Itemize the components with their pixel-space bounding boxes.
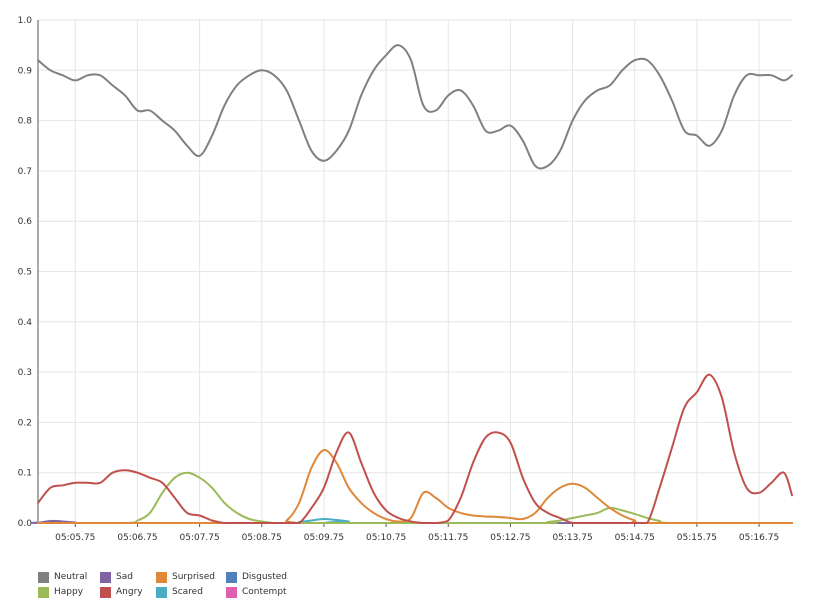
legend-item-surprised[interactable]: Surprised <box>156 570 215 584</box>
legend-swatch <box>38 571 49 583</box>
legend-label: Contempt <box>242 587 287 597</box>
legend-swatch <box>156 586 167 598</box>
legend-swatch <box>226 571 237 583</box>
legend-label: Surprised <box>172 572 215 582</box>
x-tick-label: 05:05.75 <box>55 533 95 543</box>
series-line-angry <box>37 373 793 525</box>
legend-swatch <box>100 586 111 598</box>
legend-label: Disgusted <box>242 572 288 582</box>
y-tick-label: 0.4 <box>18 318 33 328</box>
series-line-surprised <box>37 449 793 525</box>
axes <box>37 20 792 527</box>
legend-item-contempt[interactable]: Contempt <box>226 585 287 599</box>
legend-item-neutral[interactable]: Neutral <box>38 570 87 584</box>
y-tick-label: 0.2 <box>18 418 32 428</box>
tick-labels: 0.0 0.1 0.2 0.3 0.4 0.5 0.6 0.7 0.8 0.9 1.0 05:05.7… <box>18 16 780 543</box>
x-tick-label: 05:07.75 <box>179 533 219 543</box>
legend-label: Neutral <box>54 572 88 582</box>
y-tick-label: 0.7 <box>18 167 32 177</box>
series-line-happy <box>37 471 793 525</box>
y-tick-label: 0.9 <box>18 66 33 76</box>
y-tick-label: 0.3 <box>18 368 32 378</box>
x-tick-label: 05:06.75 <box>117 533 157 543</box>
y-tick-label: 0.8 <box>18 117 33 127</box>
x-tick-label: 05:13.75 <box>552 533 592 543</box>
x-tick-label: 05:09.75 <box>304 533 344 543</box>
y-tick-label: 1.0 <box>18 16 33 26</box>
legend-label: Sad <box>116 572 133 582</box>
legend-swatch <box>226 586 237 598</box>
legend-swatch <box>38 586 49 598</box>
y-tick-label: 0.0 <box>18 519 33 529</box>
chart-legend: Neutral Happy Sad Angry Surprised Scared Disgu… <box>38 570 368 600</box>
legend-item-happy[interactable]: Happy <box>38 585 83 599</box>
legend-item-disgusted[interactable]: Disgusted <box>226 570 287 584</box>
legend-swatch <box>156 571 167 583</box>
x-tick-label: 05:11.75 <box>428 533 468 543</box>
y-tick-label: 0.1 <box>18 469 32 479</box>
x-tick-label: 05:12.75 <box>490 533 530 543</box>
legend-label: Scared <box>172 587 203 597</box>
x-tick-label: 05:08.75 <box>242 533 282 543</box>
y-tick-label: 0.6 <box>18 217 33 227</box>
legend-item-scared[interactable]: Scared <box>156 585 203 599</box>
x-tick-label: 05:15.75 <box>677 533 717 543</box>
legend-label: Happy <box>54 587 84 597</box>
x-tick-label: 05:16.75 <box>739 533 779 543</box>
x-tick-label: 05:14.75 <box>615 533 655 543</box>
legend-item-sad[interactable]: Sad <box>100 570 133 584</box>
legend-swatch <box>100 571 111 583</box>
legend-item-angry[interactable]: Angry <box>100 585 143 599</box>
x-tick-label: 05:10.75 <box>366 533 406 543</box>
legend-label: Angry <box>116 587 143 597</box>
grid <box>38 19 792 524</box>
series-line-neutral <box>37 44 793 170</box>
y-tick-label: 0.5 <box>18 268 32 278</box>
series-lines <box>31 44 793 525</box>
